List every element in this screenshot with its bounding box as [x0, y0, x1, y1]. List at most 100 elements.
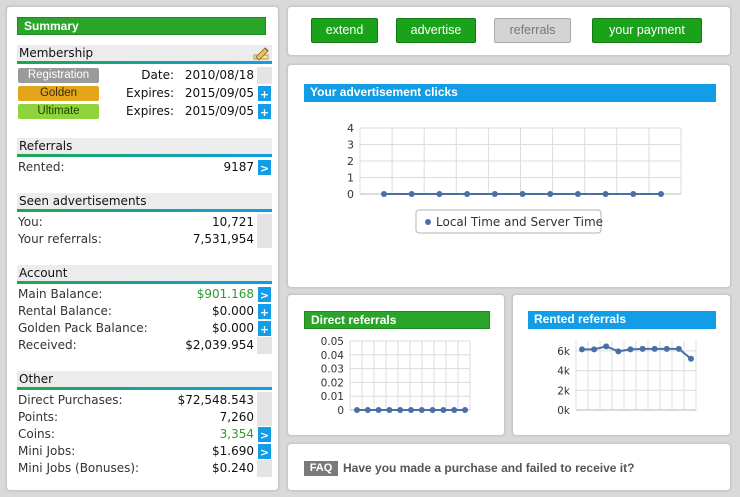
rented-row: Rented: 9187 > — [17, 159, 272, 176]
received-row: Received: $2,039.954 — [17, 337, 272, 354]
faq-badge: FAQ — [304, 461, 338, 476]
ultimate-expires-label: Expires: — [126, 104, 174, 118]
advertise-button[interactable]: advertise — [396, 18, 476, 43]
data-point — [436, 191, 443, 197]
mini-jobs-value: $1.690 — [212, 444, 254, 458]
rented-arrow-button[interactable]: > — [257, 159, 272, 176]
y-tick-label: 3 — [347, 139, 354, 152]
membership-row-registration: Registration Date: 2010/08/18 — [17, 67, 272, 84]
golden-pack-add-button[interactable]: + — [257, 320, 272, 337]
mini-jobs-bonuses-row: Mini Jobs (Bonuses): $0.240 — [17, 460, 272, 477]
data-point — [603, 343, 610, 350]
data-point — [408, 191, 415, 197]
mini-jobs-arrow-button[interactable]: > — [257, 443, 272, 460]
data-point — [574, 191, 581, 197]
row-side-empty — [257, 409, 272, 426]
your-payment-button[interactable]: your payment — [592, 18, 702, 43]
ad-clicks-panel: Your advertisement clicks 0 1 2 3 4 Local Tim… — [287, 64, 731, 288]
data-point — [615, 348, 622, 355]
membership-heading: Membership — [17, 45, 272, 64]
y-tick-label: 2k — [557, 385, 571, 397]
faq-panel: FAQ Have you made a purchase and failed … — [287, 443, 731, 491]
y-tick-label: 0k — [557, 405, 571, 417]
membership-date-label: Date: — [141, 68, 174, 82]
data-point — [354, 407, 360, 413]
ultimate-badge[interactable]: Ultimate — [18, 104, 99, 119]
mini-jobs-label: Mini Jobs: — [18, 444, 76, 458]
membership-row-ultimate: Ultimate Expires: 2015/09/05 + — [17, 103, 272, 120]
row-side-empty — [257, 337, 272, 354]
data-point — [491, 191, 498, 197]
row-side-empty — [257, 214, 272, 231]
summary-panel: Summary Membership Registration Date: 20… — [6, 6, 279, 491]
data-point — [639, 345, 646, 352]
edit-pencil-icon[interactable] — [253, 46, 270, 61]
rented-referrals-panel: Rented referrals 0k 2k 4k 6k — [512, 294, 731, 436]
legend-box — [415, 209, 602, 234]
referrals-heading: Referrals — [17, 138, 272, 157]
referrals-button[interactable]: referrals — [494, 18, 571, 43]
rented-label: Rented: — [18, 160, 65, 174]
y-tick-label: 6k — [557, 346, 571, 358]
seen-referrals-row: Your referrals: 7,531,954 — [17, 231, 272, 248]
received-label: Received: — [18, 338, 77, 352]
seen-referrals-label: Your referrals: — [18, 232, 102, 246]
golden-expires-label: Expires: — [126, 86, 174, 100]
direct-referrals-panel: Direct referrals 0 0.01 0.02 0.03 0.04 0.05 — [287, 294, 505, 436]
rented-value: 9187 — [223, 160, 254, 174]
y-tick-label: 0.04 — [321, 350, 345, 362]
extend-button[interactable]: extend — [311, 18, 378, 43]
row-side-empty — [257, 231, 272, 248]
direct-purchases-label: Direct Purchases: — [18, 393, 123, 407]
registration-badge[interactable]: Registration — [18, 68, 99, 83]
data-point — [675, 345, 682, 352]
legend-label: Local Time and Server Time — [436, 215, 603, 229]
data-point — [658, 191, 664, 197]
seen-referrals-value: 7,531,954 — [192, 232, 254, 246]
data-point — [418, 407, 425, 413]
data-point — [375, 407, 382, 413]
points-value: 7,260 — [219, 410, 254, 424]
data-point — [627, 346, 634, 353]
account-heading: Account — [17, 265, 272, 284]
extend-ultimate-button[interactable]: + — [257, 103, 272, 120]
data-point — [451, 407, 458, 413]
direct-purchases-value: $72,548.543 — [177, 393, 254, 407]
data-point — [364, 407, 371, 413]
seen-you-row: You: 10,721 — [17, 214, 272, 231]
ad-clicks-title: Your advertisement clicks — [304, 84, 716, 102]
received-value: $2,039.954 — [185, 338, 254, 352]
golden-expires-value: 2015/09/05 — [184, 86, 254, 100]
y-tick-label: 0.03 — [321, 364, 344, 376]
golden-pack-label: Golden Pack Balance: — [18, 321, 148, 335]
y-tick-label: 0 — [337, 405, 344, 417]
rented-referrals-title: Rented referrals — [528, 311, 716, 329]
points-row: Points: 7,260 — [17, 409, 272, 426]
data-point — [547, 191, 554, 197]
rental-balance-add-button[interactable]: + — [257, 303, 272, 320]
direct-referrals-chart: 0 0.01 0.020.03 0.04 0.05 — [321, 336, 471, 417]
data-point — [464, 191, 471, 197]
y-tick-label: 4k — [557, 366, 571, 378]
golden-badge[interactable]: Golden — [18, 86, 99, 101]
coins-label: Coins: — [18, 427, 55, 441]
data-point — [429, 407, 436, 413]
y-tick-label: 2 — [347, 155, 354, 168]
faq-link[interactable]: Have you made a purchase and failed to r… — [343, 461, 635, 475]
ad-clicks-chart: 0 1 2 3 4 Local Time and Server Time — [347, 122, 682, 234]
data-point — [579, 346, 585, 353]
extend-golden-button[interactable]: + — [257, 85, 272, 102]
coins-row: Coins: 3,354 > — [17, 426, 272, 443]
membership-date-value: 2010/08/18 — [184, 68, 254, 82]
seen-ads-heading: Seen advertisements — [17, 193, 272, 212]
coins-arrow-button[interactable]: > — [257, 426, 272, 443]
data-point — [688, 355, 694, 362]
data-point — [397, 407, 404, 413]
main-balance-arrow-button[interactable]: > — [257, 286, 272, 303]
direct-purchases-row: Direct Purchases: $72,548.543 — [17, 392, 272, 409]
summary-title: Summary — [17, 17, 266, 35]
y-tick-label: 4 — [347, 122, 354, 135]
data-point — [381, 191, 387, 197]
ultimate-expires-value: 2015/09/05 — [184, 104, 254, 118]
y-tick-label: 0.02 — [321, 377, 344, 389]
